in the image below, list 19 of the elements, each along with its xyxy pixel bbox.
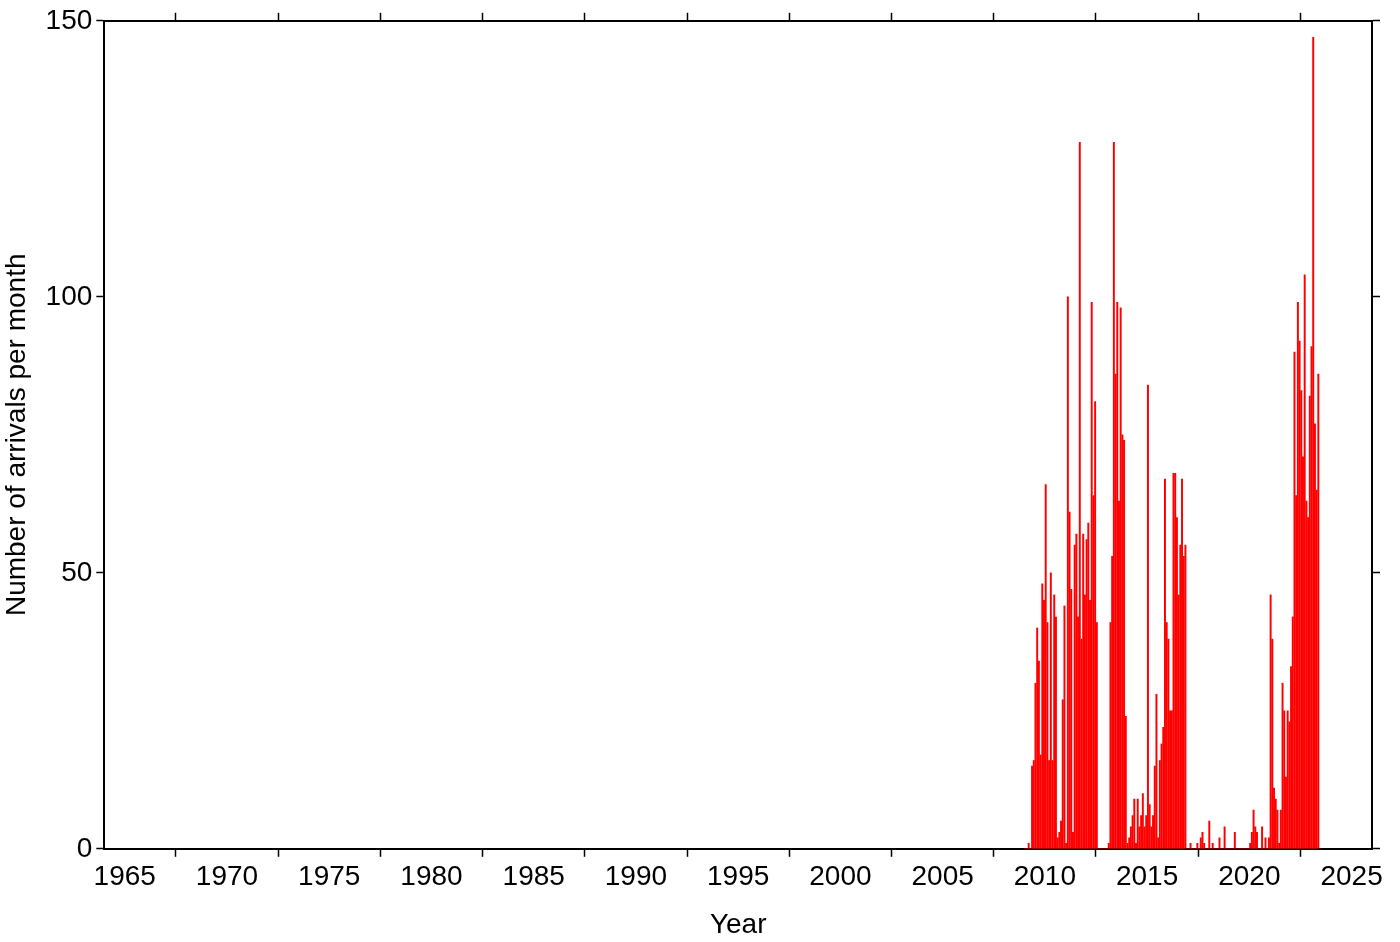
y-tick-label: 0 [76, 831, 93, 863]
y-tick-label: 100 [45, 279, 93, 311]
y-axis-title: Number of arrivals per month [0, 253, 31, 617]
x-tick-label: 1965 [93, 860, 156, 892]
x-tick-label: 2015 [1115, 860, 1179, 892]
x-tick-label: 2010 [1013, 860, 1076, 892]
x-tick-label: 1985 [502, 860, 565, 892]
x-tick-label: 2020 [1218, 860, 1281, 892]
x-tick-label: 2000 [809, 860, 872, 892]
x-tick-label: 2005 [911, 860, 974, 892]
y-tick-label: 50 [61, 555, 93, 587]
x-tick-label: 2025 [1320, 860, 1383, 892]
x-tick-label: 1990 [604, 860, 668, 892]
x-tick-label: 1975 [298, 860, 361, 892]
y-tick-label: 150 [45, 3, 93, 35]
x-tick-label: 1995 [707, 860, 770, 892]
x-tick-label: 1970 [195, 860, 259, 892]
x-tick-label: 1980 [400, 860, 463, 892]
x-axis-title: Year [709, 907, 767, 939]
